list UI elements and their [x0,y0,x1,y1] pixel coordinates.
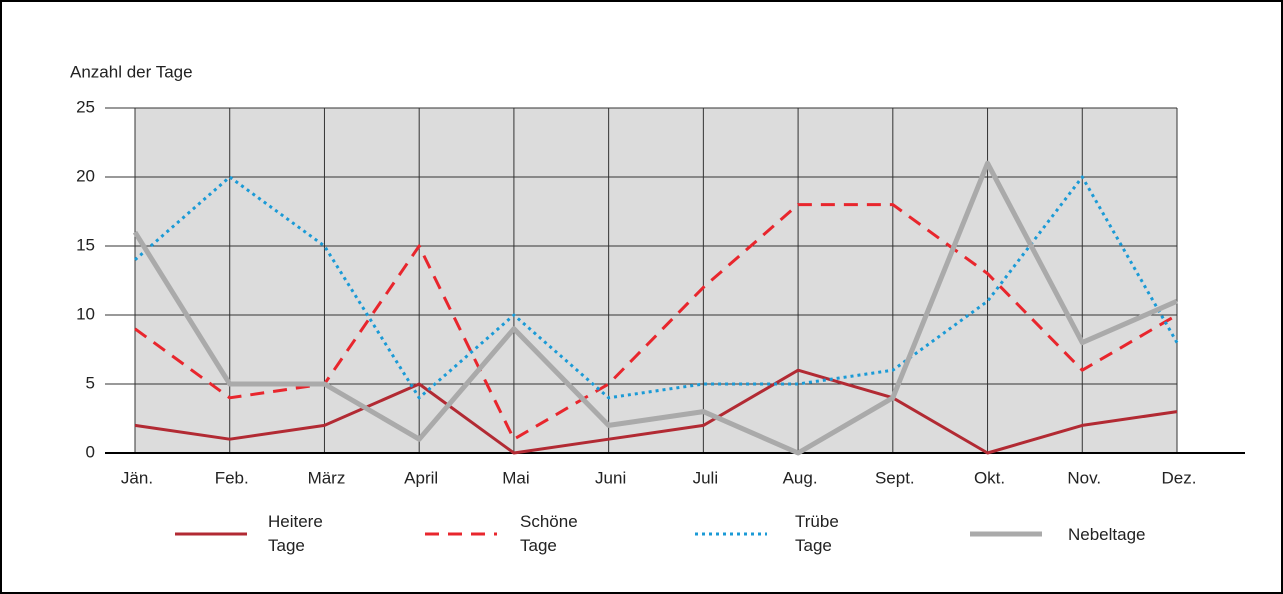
legend-label: Schöne Tage [520,512,578,555]
x-tick-label: Jän. [121,468,153,487]
legend-label: Nebeltage [1068,525,1146,544]
x-tick-label: Okt. [974,468,1005,487]
x-tick-label: Juni [595,468,626,487]
x-tick-label: Nov. [1067,468,1101,487]
series-line [134,175,1179,400]
y-tick-label: 15 [76,235,95,254]
legend-label: Trübe Tage [795,512,839,555]
series-line [134,368,1178,455]
x-tick-label: Aug. [783,468,818,487]
x-tick-label: März [308,468,346,487]
y-tick-label: 5 [86,373,95,392]
x-tick-label: Feb. [215,468,249,487]
x-tick-label: April [404,468,438,487]
x-tick-label: Mai [502,468,529,487]
y-tick-label: 0 [86,442,95,461]
x-tick-label: Juli [693,468,719,487]
y-tick-label: 20 [76,166,95,185]
series-line [132,160,1179,456]
x-tick-label: Dez. [1162,468,1197,487]
y-tick-label: 10 [76,304,95,323]
x-tick-label: Sept. [875,468,915,487]
y-tick-label: 25 [76,97,95,116]
plot-area [135,108,1177,453]
y-axis-label: Anzahl der Tage [70,62,193,81]
legend-label: Heitere Tage [268,512,323,555]
